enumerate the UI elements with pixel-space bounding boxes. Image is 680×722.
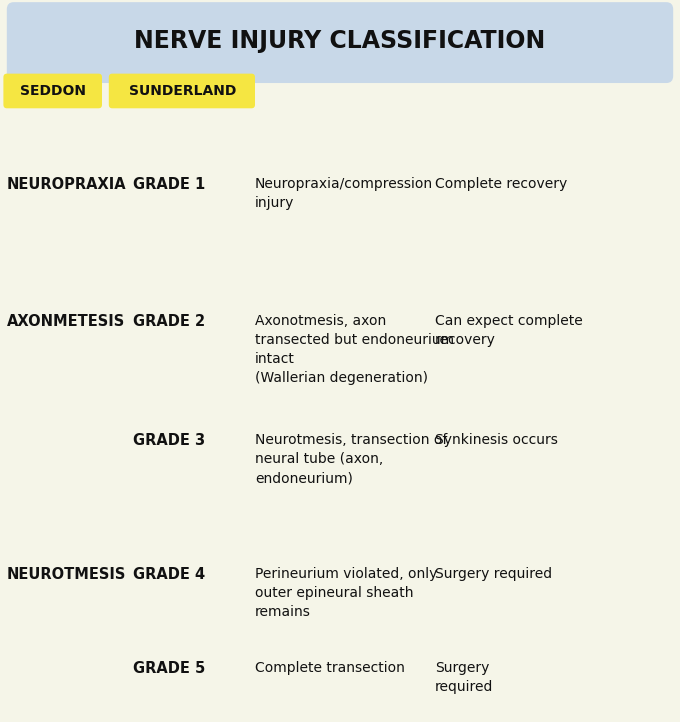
- Text: Synkinesis occurs: Synkinesis occurs: [435, 433, 558, 447]
- Text: NERVE INJURY CLASSIFICATION: NERVE INJURY CLASSIFICATION: [135, 29, 545, 53]
- Text: GRADE 1: GRADE 1: [133, 177, 205, 192]
- Text: Can expect complete
recovery: Can expect complete recovery: [435, 314, 583, 347]
- Text: SEDDON: SEDDON: [20, 84, 86, 98]
- FancyBboxPatch shape: [7, 2, 673, 83]
- Text: Surgery
required: Surgery required: [435, 661, 494, 694]
- FancyBboxPatch shape: [3, 74, 102, 108]
- Text: GRADE 4: GRADE 4: [133, 567, 205, 582]
- Text: NEUROPRAXIA: NEUROPRAXIA: [7, 177, 126, 192]
- Text: Neurotmesis, transection of
neural tube (axon,
endoneurium): Neurotmesis, transection of neural tube …: [255, 433, 447, 485]
- Text: Axonotmesis, axon
transected but endoneurium
intact
(Wallerian degeneration): Axonotmesis, axon transected but endoneu…: [255, 314, 454, 385]
- Text: Complete recovery: Complete recovery: [435, 177, 567, 191]
- Text: GRADE 5: GRADE 5: [133, 661, 205, 676]
- FancyBboxPatch shape: [109, 74, 255, 108]
- Text: Neuropraxia/compression
injury: Neuropraxia/compression injury: [255, 177, 433, 210]
- Text: NEUROTMESIS: NEUROTMESIS: [7, 567, 126, 582]
- Text: SUNDERLAND: SUNDERLAND: [129, 84, 236, 98]
- Text: Perineurium violated, only
outer epineural sheath
remains: Perineurium violated, only outer epineur…: [255, 567, 437, 619]
- Text: AXONMETESIS: AXONMETESIS: [7, 314, 125, 329]
- Text: Surgery required: Surgery required: [435, 567, 552, 580]
- Text: GRADE 3: GRADE 3: [133, 433, 205, 448]
- Text: GRADE 2: GRADE 2: [133, 314, 205, 329]
- Text: Complete transection: Complete transection: [255, 661, 405, 674]
